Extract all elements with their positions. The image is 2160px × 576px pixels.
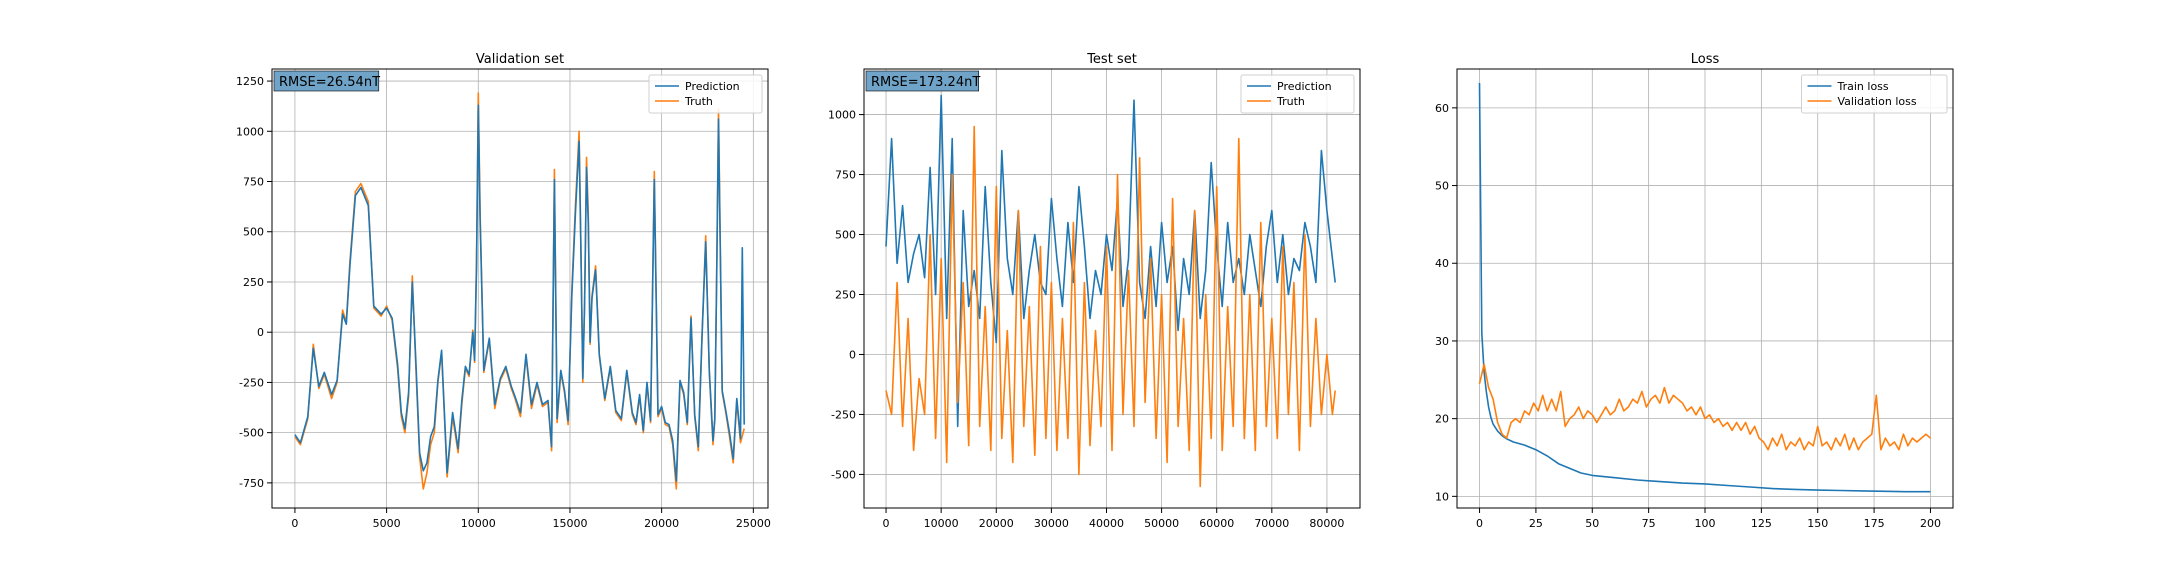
validation-set-chart: 0 5000 10000 15000 20000 25000 -750 -500 -250 0 25…	[236, 52, 771, 530]
legend-label: Prediction	[1277, 80, 1332, 93]
y-tick-label: 60	[1435, 102, 1449, 115]
x-tick-label: 75	[1642, 517, 1656, 530]
y-tick-label: 20	[1435, 413, 1449, 426]
x-tick-label: 175	[1864, 517, 1885, 530]
x-tick-label: 0	[1476, 517, 1483, 530]
x-tick-label: 20000	[644, 517, 679, 530]
series-line-train-loss	[1478, 82, 1931, 493]
legend-box	[648, 74, 763, 114]
y-tick-label: -750	[239, 477, 264, 490]
y-tick-label: 750	[243, 176, 264, 189]
x-tick-label: 0	[883, 517, 890, 530]
x-tick-label: 50000	[1144, 517, 1179, 530]
y-tick-label: 30	[1435, 335, 1449, 348]
y-tick-label: 0	[849, 348, 856, 361]
y-tick-label: 250	[835, 288, 856, 301]
legend-label: Truth	[684, 95, 713, 108]
x-tick-label: 80000	[1309, 517, 1344, 530]
series-line-validation-loss	[1478, 363, 1932, 451]
chart-title: Loss	[1691, 52, 1720, 67]
x-tick-label: 40000	[1089, 517, 1124, 530]
y-tick-label: -500	[831, 468, 856, 481]
y-tick-label: -500	[239, 427, 264, 440]
y-tick-label: 500	[243, 226, 264, 239]
rmse-box	[273, 70, 380, 92]
x-tick-label: 70000	[1254, 517, 1289, 530]
legend-label: Truth	[1276, 95, 1305, 108]
x-tick-label: 10000	[461, 517, 496, 530]
x-tick-label: 25000	[736, 517, 771, 530]
x-tick-label: 15000	[552, 517, 587, 530]
x-tick-label: 125	[1751, 517, 1772, 530]
y-tick-label: 40	[1435, 257, 1449, 270]
rmse-box	[865, 70, 979, 92]
y-tick-label: 0	[257, 326, 264, 339]
axes-frame	[271, 68, 769, 509]
legend-label: Validation loss	[1838, 95, 1917, 108]
x-tick-label: 20000	[979, 517, 1014, 530]
series-line-prediction	[294, 104, 745, 482]
legend-box	[1801, 74, 1948, 114]
x-tick-label: 200	[1920, 517, 1941, 530]
rmse-label: RMSE=173.24nT	[871, 75, 980, 90]
legend-label: Prediction	[685, 80, 740, 93]
loss-chart: 0 25 50 75 100 125 150 175 200 10 20 30 40 50 60 Loss Tr…	[1435, 52, 1954, 530]
y-tick-label: 50	[1435, 180, 1449, 193]
y-tick-label: 750	[835, 169, 856, 182]
rmse-label: RMSE=26.54nT	[279, 75, 380, 90]
legend-label: Train loss	[1837, 80, 1889, 93]
y-tick-label: 500	[835, 229, 856, 242]
series-line-truth	[885, 125, 1336, 488]
x-tick-label: 0	[291, 517, 298, 530]
y-tick-label: 1250	[236, 75, 264, 88]
x-tick-label: 100	[1695, 517, 1716, 530]
y-tick-label: -250	[239, 376, 264, 389]
x-tick-label: 30000	[1034, 517, 1069, 530]
y-tick-label: 1000	[828, 109, 856, 122]
axes-frame	[863, 68, 1361, 509]
legend-box	[1240, 74, 1355, 114]
y-tick-label: 1000	[236, 125, 264, 138]
y-tick-label: -250	[831, 408, 856, 421]
y-tick-label: 10	[1435, 490, 1449, 503]
test-set-chart: 0 10000 20000 30000 40000 50000 60000 70000 8000…	[828, 52, 1361, 530]
x-tick-label: 150	[1807, 517, 1828, 530]
chart-title: Test set	[1086, 52, 1137, 67]
x-tick-label: 25	[1529, 517, 1543, 530]
x-tick-label: 10000	[924, 517, 959, 530]
y-tick-label: 250	[243, 276, 264, 289]
x-tick-label: 50	[1585, 517, 1599, 530]
x-tick-label: 5000	[373, 517, 401, 530]
chart-title: Validation set	[476, 52, 564, 67]
x-tick-label: 60000	[1199, 517, 1234, 530]
